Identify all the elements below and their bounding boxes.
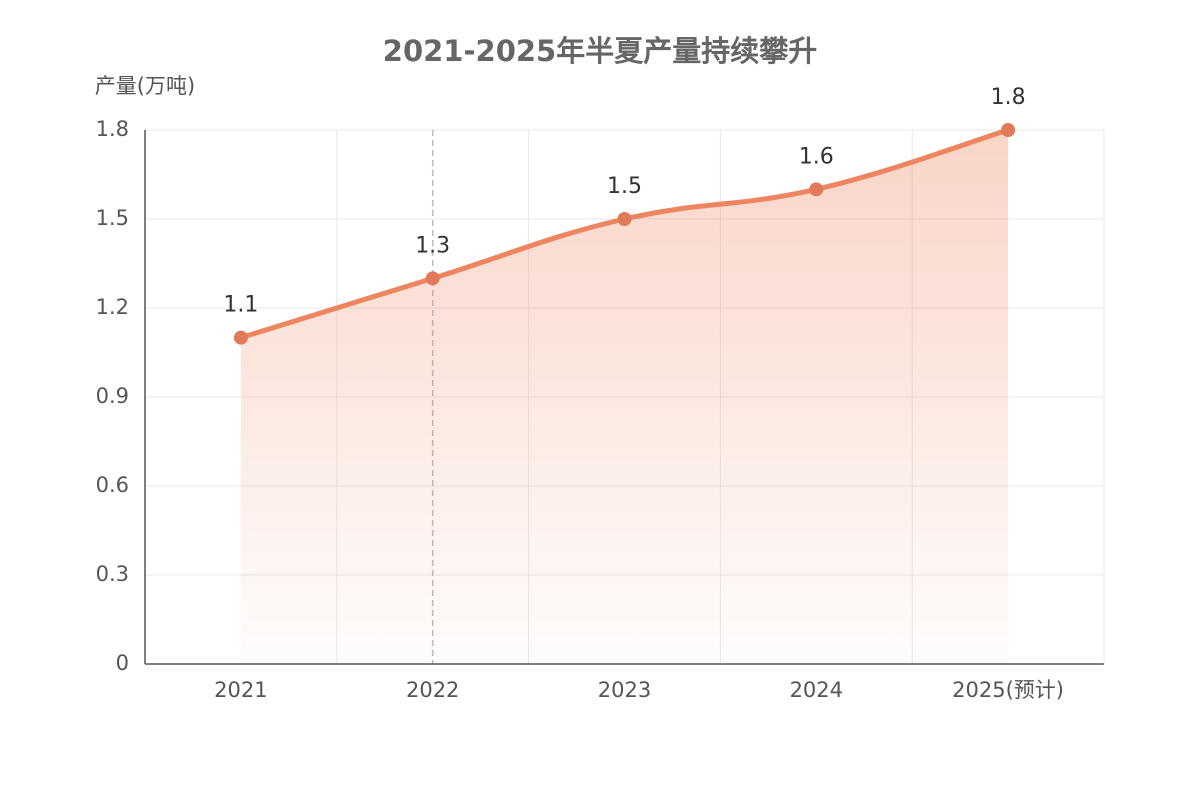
point [233, 330, 248, 345]
area [240, 130, 1009, 664]
point [809, 182, 824, 197]
y-tick-label: 0.3 [96, 562, 129, 586]
y-tick-label: 0 [116, 651, 129, 675]
data-label: 1.3 [415, 233, 450, 258]
point [617, 212, 632, 226]
data-label: 1.8 [991, 85, 1026, 110]
y-axis-label: 产量(万吨) [95, 74, 195, 98]
x-tick-label: 2021 [214, 678, 267, 702]
x-tick-label: 2022 [406, 678, 459, 702]
chart-title: 2021-2025年半夏产量持续攀升 [383, 34, 817, 68]
data-label: 1.1 [223, 293, 258, 318]
x-tick-label: 2023 [598, 678, 651, 702]
y-tick-label: 1.2 [96, 295, 129, 319]
point [1001, 123, 1016, 137]
x-tick-label: 2025(预计) [952, 678, 1064, 702]
data-label: 1.6 [799, 144, 834, 169]
y-tick-label: 0.6 [96, 473, 129, 497]
data-label: 1.5 [607, 174, 642, 199]
y-tick-label: 0.9 [96, 384, 129, 408]
y-tick-label: 1.8 [96, 117, 129, 141]
x-tick-label: 2024 [790, 678, 843, 702]
y-tick-label: 1.5 [96, 206, 129, 230]
point [425, 271, 440, 286]
